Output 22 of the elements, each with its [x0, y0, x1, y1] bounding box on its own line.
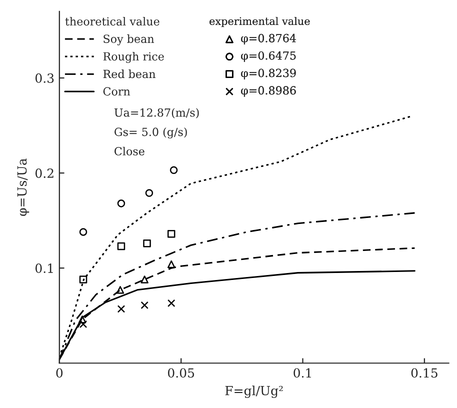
legend-label: Soy bean	[104, 34, 154, 46]
annotation: Close	[114, 146, 144, 156]
y-axis-title: φ=Us/Ua	[17, 158, 30, 216]
legend-label: φ=0.8764	[241, 34, 296, 44]
x-tick-label: 0.15	[411, 368, 438, 378]
x-tick-label: 0.05	[168, 368, 194, 378]
legend-label: Corn	[103, 87, 130, 96]
annotation: experimental value	[210, 16, 310, 28]
legend-label: φ=0.8239	[241, 68, 296, 80]
y-tick-label: 0.3	[35, 73, 54, 83]
legend-label: Red bean	[103, 70, 156, 78]
legend-label: Rough rice	[103, 52, 164, 63]
y-tick-label: 0.1	[35, 264, 53, 273]
legend-title: theoretical value	[65, 16, 160, 26]
annotation: Gs= 5.0 (g/s)	[114, 127, 187, 138]
x-tick-label: 0.1	[294, 368, 311, 378]
annotation: Ua=12.87(m/s)	[114, 108, 199, 118]
legend-label: φ=0.8986	[241, 86, 296, 97]
x-axis-title: F=gl/Ug²	[225, 386, 283, 398]
legend-label: φ=0.6475	[241, 51, 296, 62]
y-tick-label: 0.2	[35, 168, 54, 178]
x-tick-label: 0	[56, 368, 63, 378]
